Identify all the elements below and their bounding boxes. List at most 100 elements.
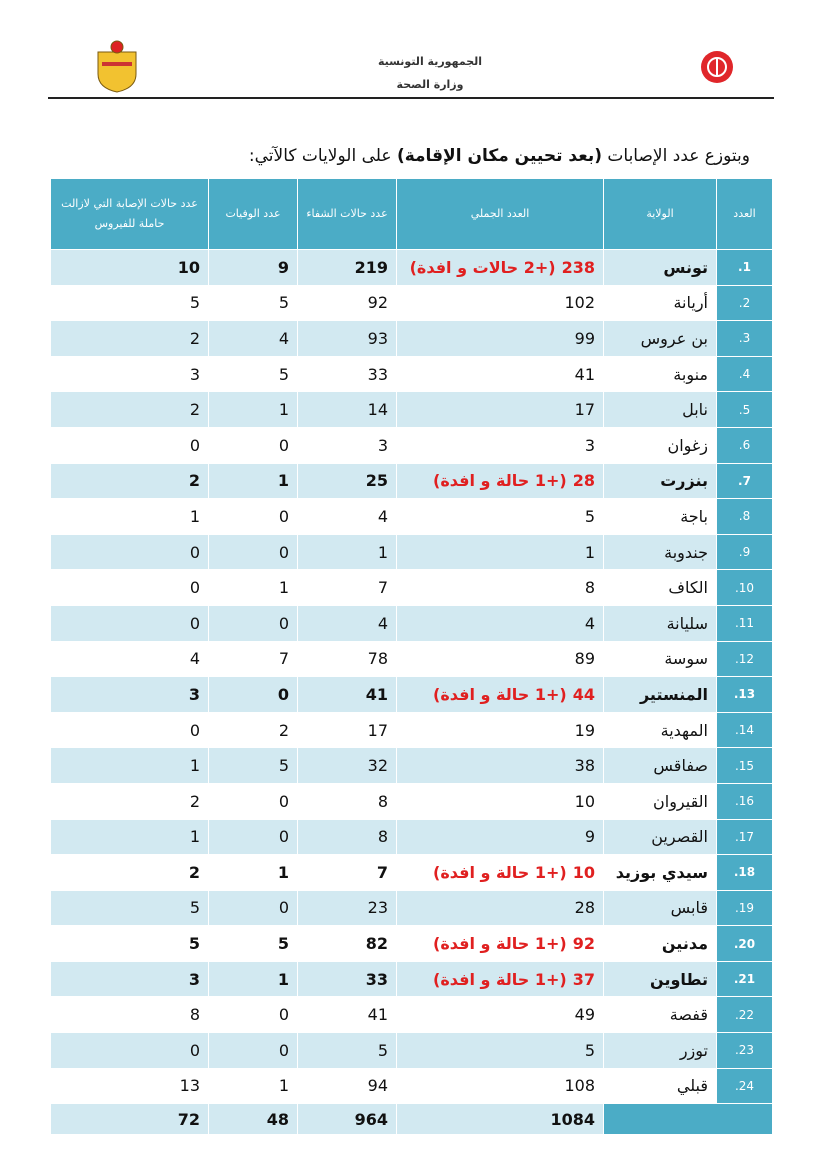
- table-row: 6. زغوان 3 3 0 0: [50, 426, 773, 464]
- governorate: تطاوين: [603, 960, 717, 998]
- total-cell: 28(+1 حالة و افدة): [396, 462, 604, 500]
- total: 5: [584, 506, 595, 526]
- recovered: 14: [297, 391, 397, 428]
- active: 1: [50, 498, 209, 535]
- active: 4: [50, 640, 209, 678]
- column-header: عدد حالات الشفاء: [297, 178, 397, 250]
- total: 238: [561, 257, 595, 277]
- total-cell: 108: [396, 1067, 604, 1105]
- active: 10: [50, 249, 209, 286]
- total: 9: [584, 827, 595, 847]
- recovered: 94: [297, 1067, 397, 1105]
- deaths: 0: [208, 1032, 298, 1069]
- governorate: المهدية: [603, 711, 717, 749]
- imported-note: (+1 حالة و افدة): [433, 969, 567, 989]
- active: 3: [50, 676, 209, 713]
- governorate: باجة: [603, 498, 717, 535]
- deaths: 5: [208, 284, 298, 322]
- governorate: القيروان: [603, 782, 717, 820]
- table-row: 23. توزر 5 5 0 0: [50, 1032, 773, 1069]
- ministry-logo: [701, 51, 733, 83]
- recovered: 33: [297, 960, 397, 998]
- deaths: 0: [208, 533, 298, 571]
- recovered: 41: [297, 676, 397, 713]
- column-header: العدد: [716, 178, 773, 250]
- recovered: 17: [297, 711, 397, 749]
- governorate: منوبة: [603, 355, 717, 393]
- governorate: بنزرت: [603, 462, 717, 500]
- active: 5: [50, 889, 209, 927]
- column-header: الولاية: [603, 178, 717, 250]
- governorate: قفصة: [603, 996, 717, 1034]
- table-row: 2. أريانة 102 92 5 5: [50, 284, 773, 322]
- row-number: 20.: [716, 925, 773, 962]
- total-cell: 8: [396, 569, 604, 606]
- row-number: 21.: [716, 960, 773, 998]
- active: 0: [50, 533, 209, 571]
- table-row: 14. المهدية 19 17 2 0: [50, 711, 773, 749]
- deaths: 2: [208, 711, 298, 749]
- total-cell: 37(+1 حالة و افدة): [396, 960, 604, 998]
- row-number: 1.: [716, 249, 773, 286]
- row-number: 6.: [716, 426, 773, 464]
- active: 0: [50, 604, 209, 642]
- governorate: سيدي بوزيد: [603, 854, 717, 891]
- row-number: 13.: [716, 676, 773, 713]
- total-cell: 1: [396, 533, 604, 571]
- emblem: [97, 40, 137, 93]
- active: 2: [50, 320, 209, 357]
- deaths: 7: [208, 640, 298, 678]
- header-rule: [48, 97, 774, 99]
- title-part: وبتوزع عدد الإصابات: [607, 146, 750, 166]
- active: 5: [50, 284, 209, 322]
- table-row: 20. مدنين 92(+1 حالة و افدة) 82 5 5: [50, 925, 773, 962]
- deaths: 1: [208, 960, 298, 998]
- deaths: 0: [208, 996, 298, 1034]
- total-cell: 38: [396, 747, 604, 784]
- deaths: 1: [208, 462, 298, 500]
- table-row: 4. منوبة 41 33 5 3: [50, 355, 773, 393]
- total-cell: 10(+1 حالة و افدة): [396, 854, 604, 891]
- row-number: 15.: [716, 747, 773, 784]
- column-header: عدد حالات الإصابة التي لازالت حاملة للفي…: [50, 178, 209, 250]
- total: 92: [572, 934, 595, 954]
- row-number: 22.: [716, 996, 773, 1034]
- recovered: 41: [297, 996, 397, 1034]
- total: 28: [574, 898, 595, 918]
- table-row: 16. القيروان 10 8 0 2: [50, 782, 773, 820]
- row-number: 3.: [716, 320, 773, 357]
- deaths: 4: [208, 320, 298, 357]
- active: 1: [50, 818, 209, 856]
- recovered: 3: [297, 426, 397, 464]
- total-cell: 19: [396, 711, 604, 749]
- active: 2: [50, 854, 209, 891]
- header-line: وزارة الصحة: [396, 78, 464, 91]
- recovered: 25: [297, 462, 397, 500]
- total-cell: 102: [396, 284, 604, 322]
- table-row: 18. سيدي بوزيد 10(+1 حالة و افدة) 7 1 2: [50, 854, 773, 891]
- active: 13: [50, 1067, 209, 1105]
- total-cell: 99: [396, 320, 604, 357]
- governorate: قابس: [603, 889, 717, 927]
- table-row: 7. بنزرت 28(+1 حالة و افدة) 25 1 2: [50, 462, 773, 500]
- governorate: تونس: [603, 249, 717, 286]
- cases-table: العدد الولاية العدد الجملي عدد حالات الشفاء…: [50, 178, 773, 1136]
- total: 102: [564, 293, 595, 313]
- total: 37: [572, 969, 595, 989]
- total: 28: [572, 471, 595, 491]
- sum-active: 72: [50, 1103, 209, 1136]
- recovered: 7: [297, 569, 397, 606]
- deaths: 5: [208, 747, 298, 784]
- total: 4: [584, 613, 595, 633]
- deaths: 0: [208, 498, 298, 535]
- governorate: توزر: [603, 1032, 717, 1069]
- governorate: سوسة: [603, 640, 717, 678]
- column-header: العدد الجملي: [396, 178, 604, 250]
- total: 99: [574, 328, 595, 348]
- deaths: 0: [208, 782, 298, 820]
- row-number: 14.: [716, 711, 773, 749]
- table-row: 19. قابس 28 23 0 5: [50, 889, 773, 927]
- deaths: 1: [208, 1067, 298, 1105]
- active: 0: [50, 1032, 209, 1069]
